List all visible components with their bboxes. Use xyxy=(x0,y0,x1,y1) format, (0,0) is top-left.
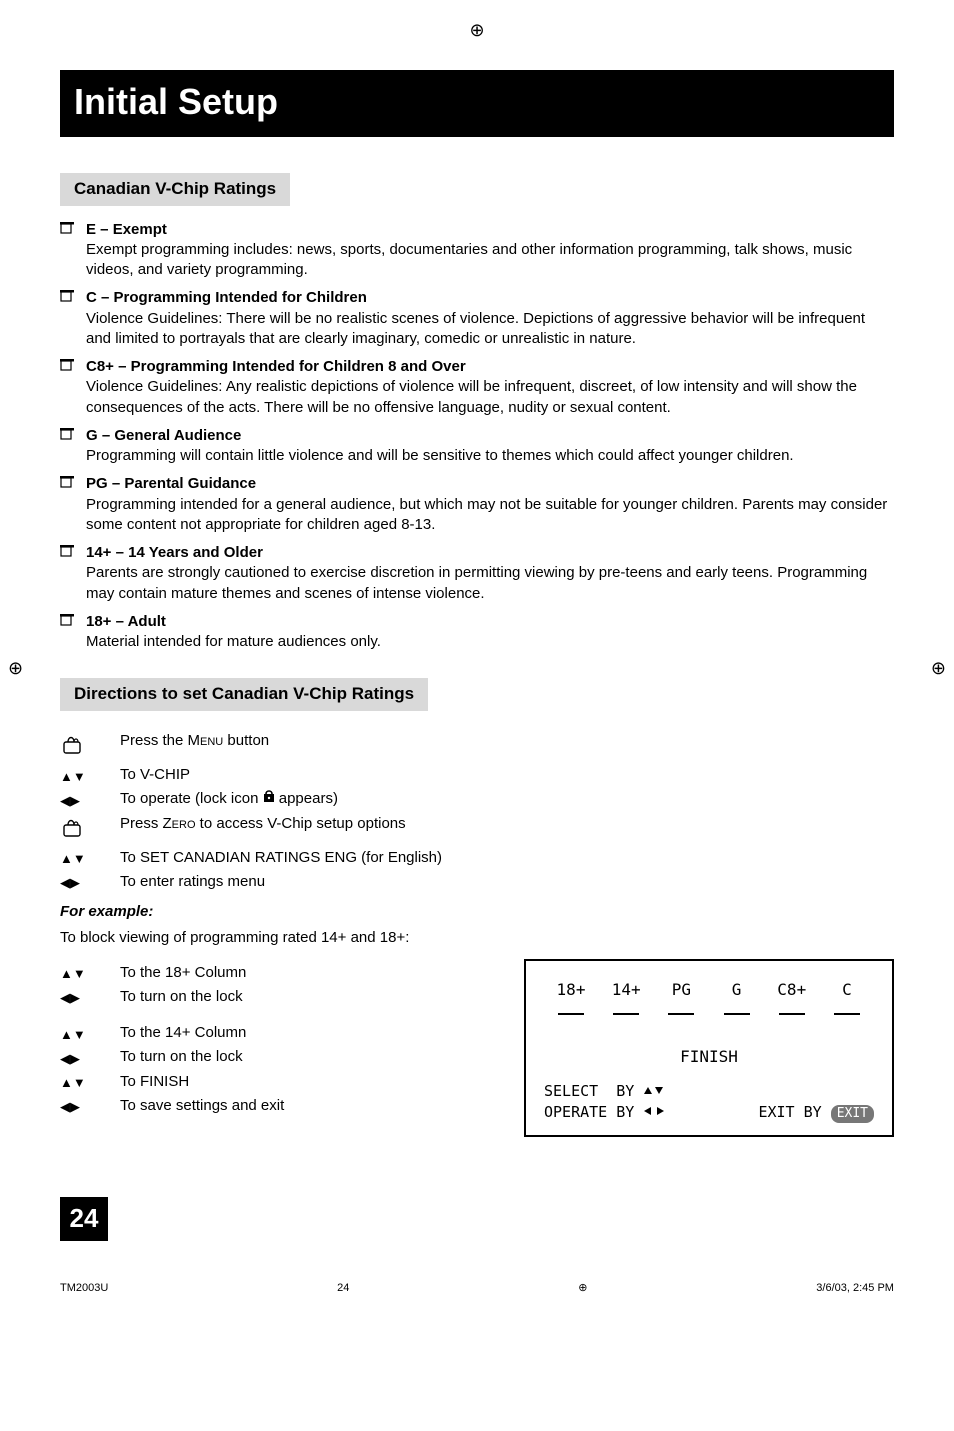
exit-badge: EXIT xyxy=(831,1105,874,1123)
checkbox-icon xyxy=(60,288,78,349)
crop-mark-right: ⊕ xyxy=(931,656,946,680)
direction-text: To turn on the lock xyxy=(120,987,494,1007)
osd-columns: 18+ 14+ PG G C8+ C xyxy=(544,979,874,1001)
section-heading-directions: Directions to set Canadian V-Chip Rating… xyxy=(60,678,428,711)
osd-preview: 18+ 14+ PG G C8+ C FINISH SELECT BY OPER… xyxy=(524,959,894,1137)
rating-item: 18+ – Adult Material intended for mature… xyxy=(60,612,894,653)
checkbox-icon xyxy=(60,474,78,535)
checkbox-icon xyxy=(60,220,78,281)
rating-desc: Violence Guidelines: There will be no re… xyxy=(86,309,894,350)
updown-arrows-icon: ▲▼ xyxy=(60,963,120,983)
leftright-arrows-icon: ◀▶ xyxy=(60,987,120,1007)
direction-text: To turn on the lock xyxy=(120,1047,494,1067)
rating-desc: Material intended for mature audiences o… xyxy=(86,632,894,652)
checkbox-icon xyxy=(60,426,78,467)
leftright-arrows-icon: ◀▶ xyxy=(60,1047,120,1067)
checkbox-icon xyxy=(60,612,78,653)
rating-title: E – Exempt xyxy=(86,220,894,240)
updown-arrows-icon: ▲▼ xyxy=(60,1072,120,1092)
updown-arrows-icon: ▲▼ xyxy=(60,848,120,868)
direction-text: To operate (lock icon appears) xyxy=(120,789,894,809)
direction-text: To save settings and exit xyxy=(120,1096,494,1116)
checkbox-icon xyxy=(60,357,78,418)
direction-text: To the 18+ Column xyxy=(120,963,494,983)
footer-center: 24 xyxy=(337,1281,349,1296)
rating-desc: Programming will contain little violence… xyxy=(86,446,894,466)
direction-text: Press Zero to access V-Chip setup option… xyxy=(120,814,894,834)
rating-title: G – General Audience xyxy=(86,426,894,446)
leftright-arrows-icon: ◀▶ xyxy=(60,872,120,892)
osd-col: PG xyxy=(660,979,702,1001)
example-subtext: To block viewing of programming rated 14… xyxy=(60,928,894,948)
rating-title: PG – Parental Guidance xyxy=(86,474,894,494)
footer-left: TM2003U xyxy=(60,1281,108,1296)
leftright-arrows-icon: ◀▶ xyxy=(60,789,120,809)
press-icon xyxy=(60,731,120,761)
osd-dashes xyxy=(544,1002,874,1024)
rating-item: G – General Audience Programming will co… xyxy=(60,426,894,467)
direction-text: To enter ratings menu xyxy=(120,872,894,892)
page-title: Initial Setup xyxy=(60,70,894,137)
updown-arrows-icon: ▲▼ xyxy=(60,1023,120,1043)
direction-text: To FINISH xyxy=(120,1072,494,1092)
rating-desc: Parents are strongly cautioned to exerci… xyxy=(86,563,894,604)
leftright-arrows-icon xyxy=(643,1102,665,1122)
press-icon xyxy=(60,814,120,844)
rating-item: C8+ – Programming Intended for Children … xyxy=(60,357,894,418)
rating-title: C – Programming Intended for Children xyxy=(86,288,894,308)
footer-right: 3/6/03, 2:45 PM xyxy=(816,1281,894,1296)
footer: TM2003U 24 ⊕ 3/6/03, 2:45 PM xyxy=(60,1281,894,1296)
section-heading-ratings: Canadian V-Chip Ratings xyxy=(60,173,290,206)
rating-title: 18+ – Adult xyxy=(86,612,894,632)
osd-col: C8+ xyxy=(771,979,813,1001)
rating-title: C8+ – Programming Intended for Children … xyxy=(86,357,894,377)
rating-item: 14+ – 14 Years and Older Parents are str… xyxy=(60,543,894,604)
osd-col: G xyxy=(716,979,758,1001)
checkbox-icon xyxy=(60,543,78,604)
rating-title: 14+ – 14 Years and Older xyxy=(86,543,894,563)
direction-text: To V-CHIP xyxy=(120,765,894,785)
osd-select-line: SELECT BY OPERATE BY xyxy=(544,1081,665,1122)
direction-text: To the 14+ Column xyxy=(120,1023,494,1043)
rating-desc: Violence Guidelines: Any realistic depic… xyxy=(86,377,894,418)
osd-col: 18+ xyxy=(550,979,592,1001)
directions-list: Press the Menu button ▲▼ To V-CHIP ◀▶ To… xyxy=(60,731,894,892)
osd-col: C xyxy=(826,979,868,1001)
leftright-arrows-icon: ◀▶ xyxy=(60,1096,120,1116)
updown-arrows-icon: ▲▼ xyxy=(60,765,120,785)
crop-mark-left: ⊕ xyxy=(8,656,23,680)
osd-exit-line: EXIT BY EXIT xyxy=(758,1102,874,1123)
direction-text: Press the Menu button xyxy=(120,731,894,751)
crop-mark-bottom: ⊕ xyxy=(578,1281,587,1296)
rating-desc: Exempt programming includes: news, sport… xyxy=(86,240,894,281)
page-number: 24 xyxy=(60,1197,108,1241)
lock-icon xyxy=(263,789,275,809)
rating-item: C – Programming Intended for Children Vi… xyxy=(60,288,894,349)
direction-text: To SET CANADIAN RATINGS ENG (for English… xyxy=(120,848,894,868)
example-steps: ▲▼To the 18+ Column ◀▶To turn on the loc… xyxy=(60,959,494,1137)
example-label: For example: xyxy=(60,902,894,922)
osd-finish: FINISH xyxy=(544,1046,874,1068)
ratings-list: E – Exempt Exempt programming includes: … xyxy=(60,220,894,653)
rating-item: E – Exempt Exempt programming includes: … xyxy=(60,220,894,281)
rating-item: PG – Parental Guidance Programming inten… xyxy=(60,474,894,535)
rating-desc: Programming intended for a general audie… xyxy=(86,495,894,536)
osd-col: 14+ xyxy=(605,979,647,1001)
crop-mark-top: ⊕ xyxy=(469,18,484,42)
updown-arrows-icon xyxy=(643,1082,665,1102)
